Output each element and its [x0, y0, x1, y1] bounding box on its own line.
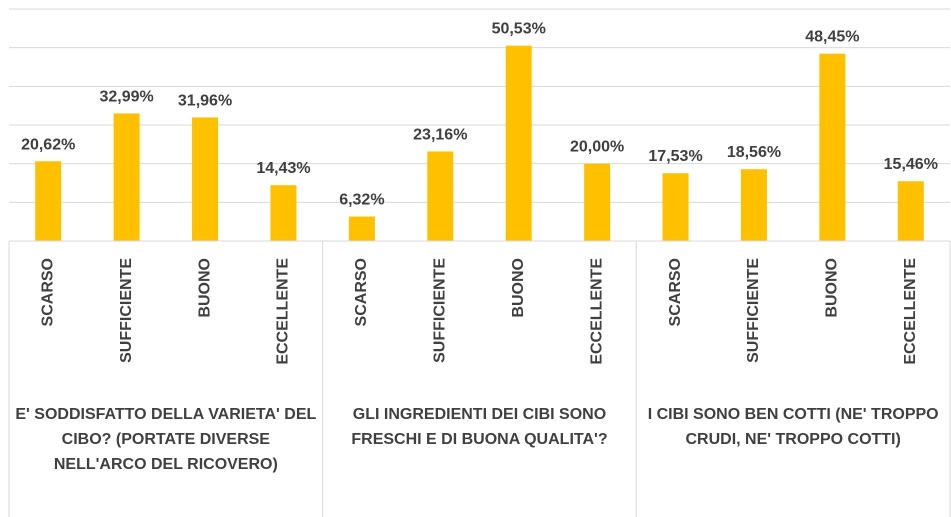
bar [662, 173, 689, 241]
x-tick-label: ECCELLENTE [275, 258, 292, 365]
x-tick-label: SCARSO [353, 258, 370, 326]
value-label: 23,16% [413, 126, 467, 143]
bar [505, 45, 532, 241]
group-label: GLI INGREDIENTI DEI CIBI SONO FRESCHI E … [351, 406, 608, 448]
bar [427, 151, 454, 241]
group-label: I CIBI SONO BEN COTTI (NE' TROPPO CRUDI,… [647, 406, 939, 448]
x-tick-label: SUFFICIENTE [745, 258, 762, 363]
value-label: 32,99% [99, 88, 153, 105]
x-tick-label: ECCELLENTE [588, 258, 605, 365]
bar [584, 163, 611, 241]
group-label: E' SODDISFATTO DELLA VARIETA' DEL CIBO? … [15, 406, 317, 473]
bar [897, 181, 924, 241]
bar [270, 185, 297, 241]
value-label: 6,32% [339, 192, 384, 209]
value-label: 50,53% [492, 21, 546, 38]
x-tick-label: ECCELLENTE [902, 258, 919, 365]
x-tick-label: BUONO [510, 258, 527, 318]
bar [348, 216, 375, 241]
bar [740, 169, 767, 241]
bar [819, 53, 846, 241]
x-tick-label: SCARSO [667, 258, 684, 326]
value-label: 48,45% [805, 29, 859, 46]
x-tick-label: SUFFICIENTE [118, 258, 135, 363]
x-tick-label: SUFFICIENTE [432, 258, 449, 363]
x-tick-label: SCARSO [39, 258, 56, 326]
bar [113, 113, 140, 241]
value-label: 20,62% [21, 136, 75, 153]
x-tick-label: BUONO [196, 258, 213, 318]
value-label: 15,46% [884, 156, 938, 173]
value-label: 17,53% [648, 148, 702, 165]
value-label: 18,56% [727, 144, 781, 161]
value-label: 20,00% [570, 139, 624, 156]
x-tick-label: BUONO [824, 258, 841, 318]
value-label: 31,96% [178, 92, 232, 109]
bar [35, 161, 62, 241]
value-label: 14,43% [256, 160, 310, 177]
bar [192, 117, 219, 241]
